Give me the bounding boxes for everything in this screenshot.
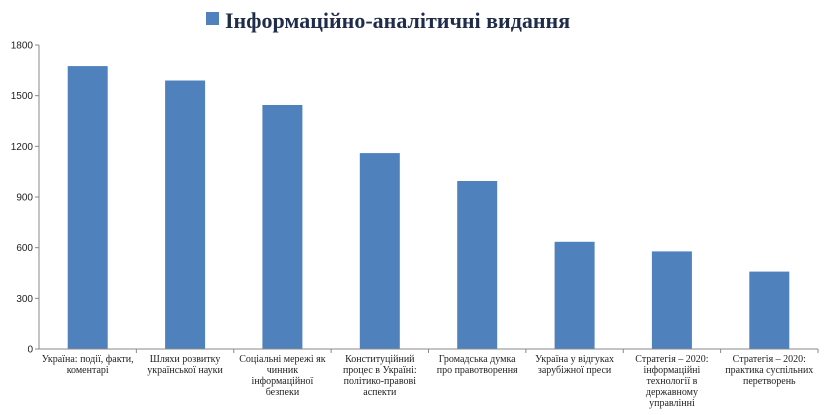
y-tick-label: 600 bbox=[16, 243, 33, 254]
bar-1 bbox=[67, 66, 108, 349]
category-label-line: перетворень bbox=[743, 376, 796, 387]
bar-4 bbox=[359, 153, 400, 349]
y-tick-label: 1800 bbox=[11, 41, 34, 52]
category-label-line: управлінні bbox=[649, 398, 695, 409]
y-tick-label: 0 bbox=[27, 345, 33, 356]
bar-5 bbox=[457, 181, 498, 349]
category-label-4: Конституційний процес в Україні: політико-… bbox=[343, 354, 417, 398]
y-tick-label: 900 bbox=[16, 193, 33, 204]
y-tick-label: 1500 bbox=[11, 91, 34, 102]
category-label-line: чинник bbox=[267, 365, 298, 376]
category-label-line: інформаційні bbox=[644, 365, 701, 376]
category-label-line: Соціальні мережі як bbox=[239, 354, 325, 365]
legend-swatch bbox=[206, 12, 219, 25]
bar-3 bbox=[262, 105, 303, 349]
category-label-7: Стратегія – 2020: інформаційні технології … bbox=[635, 354, 708, 409]
bar-7 bbox=[651, 251, 692, 349]
category-label-line: Конституційний bbox=[345, 354, 415, 365]
y-tick-label: 300 bbox=[16, 294, 33, 305]
category-label-line: безпеки bbox=[266, 387, 300, 398]
category-labels: Україна: події, факти, коментарі Шляхи роз… bbox=[42, 354, 814, 409]
y-tick-label: 1200 bbox=[11, 142, 34, 153]
category-label-5: Громадська думка про правотворення bbox=[437, 354, 518, 376]
category-label-3: Соціальні мережі як чинник інформаційної бе… bbox=[239, 354, 325, 398]
category-label-2: Шляхи розвитку української науки bbox=[147, 354, 223, 376]
category-label-line: аспекти bbox=[363, 387, 397, 398]
category-label-line: Україна у відгуках bbox=[535, 354, 614, 365]
category-label-line: про правотворення bbox=[437, 365, 518, 376]
bar-8 bbox=[749, 271, 790, 349]
category-label-line: зарубіжної преси bbox=[538, 365, 612, 376]
category-label-line: державному bbox=[646, 387, 698, 398]
category-label-6: Україна у відгуках зарубіжної преси bbox=[535, 354, 614, 376]
category-label-line: Стратегія – 2020: bbox=[635, 354, 708, 365]
category-label-8: Стратегія – 2020: практика суспільних пере… bbox=[725, 354, 813, 387]
category-label-line: Україна: події, факти, bbox=[42, 354, 134, 365]
category-label-line: коментарі bbox=[67, 365, 109, 376]
category-label-line: Громадська думка bbox=[439, 354, 516, 365]
category-label-line: інформаційної bbox=[252, 376, 314, 387]
category-label-1: Україна: події, факти, коментарі bbox=[42, 354, 134, 376]
y-axis: 0 300 600 900 1200 1500 1800 bbox=[11, 41, 40, 356]
legend: Інформаційно-аналітичні видання bbox=[206, 8, 570, 33]
bars bbox=[67, 66, 790, 349]
category-label-line: технології в bbox=[647, 376, 698, 387]
bar-6 bbox=[554, 241, 595, 349]
category-label-line: української науки bbox=[147, 365, 223, 376]
category-label-line: процес в Україні: bbox=[343, 365, 417, 376]
bar-2 bbox=[165, 80, 206, 349]
category-label-line: Шляхи розвитку bbox=[150, 354, 221, 365]
category-label-line: практика суспільних bbox=[725, 365, 813, 376]
category-label-line: політико-правові bbox=[344, 376, 417, 387]
category-label-line: Стратегія – 2020: bbox=[733, 354, 806, 365]
x-axis bbox=[39, 348, 819, 353]
legend-series-label: Інформаційно-аналітичні видання bbox=[225, 8, 570, 33]
